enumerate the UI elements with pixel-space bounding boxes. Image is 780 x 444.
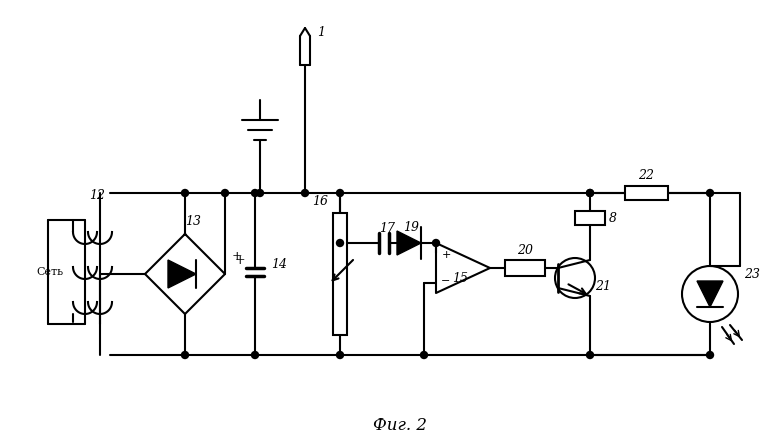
Text: 22: 22 bbox=[638, 169, 654, 182]
Circle shape bbox=[420, 352, 427, 358]
Circle shape bbox=[707, 190, 714, 197]
Text: −: − bbox=[441, 276, 451, 286]
Bar bbox=[333, 213, 347, 335]
Circle shape bbox=[432, 239, 439, 246]
Circle shape bbox=[587, 190, 594, 197]
Circle shape bbox=[182, 352, 189, 358]
Bar bbox=[625, 186, 668, 200]
Text: 1: 1 bbox=[317, 25, 325, 39]
Text: 19: 19 bbox=[403, 221, 419, 234]
Polygon shape bbox=[697, 281, 723, 307]
Text: 13: 13 bbox=[185, 214, 201, 227]
Text: 15: 15 bbox=[452, 271, 468, 285]
Text: +: + bbox=[235, 254, 246, 266]
Polygon shape bbox=[397, 231, 421, 255]
Circle shape bbox=[251, 190, 258, 197]
Text: Фиг. 2: Фиг. 2 bbox=[373, 416, 427, 433]
Circle shape bbox=[222, 190, 229, 197]
Circle shape bbox=[182, 190, 189, 197]
Bar bbox=[575, 211, 605, 225]
Circle shape bbox=[707, 352, 714, 358]
Text: +: + bbox=[232, 250, 243, 262]
Circle shape bbox=[302, 190, 309, 197]
Circle shape bbox=[251, 352, 258, 358]
Text: 12: 12 bbox=[89, 189, 105, 202]
Text: 21: 21 bbox=[595, 280, 611, 293]
Text: +: + bbox=[441, 250, 451, 260]
Text: 17: 17 bbox=[379, 222, 395, 234]
Text: 14: 14 bbox=[271, 258, 287, 270]
Text: 16: 16 bbox=[312, 194, 328, 207]
Bar bbox=[505, 260, 545, 276]
Circle shape bbox=[336, 239, 343, 246]
Text: 20: 20 bbox=[517, 243, 533, 257]
Circle shape bbox=[587, 352, 594, 358]
Polygon shape bbox=[168, 260, 196, 288]
Circle shape bbox=[336, 190, 343, 197]
Text: Сеть: Сеть bbox=[36, 267, 63, 277]
Circle shape bbox=[587, 190, 594, 197]
Circle shape bbox=[336, 352, 343, 358]
Text: 8: 8 bbox=[609, 211, 617, 225]
Circle shape bbox=[257, 190, 264, 197]
Text: 23: 23 bbox=[744, 267, 760, 281]
